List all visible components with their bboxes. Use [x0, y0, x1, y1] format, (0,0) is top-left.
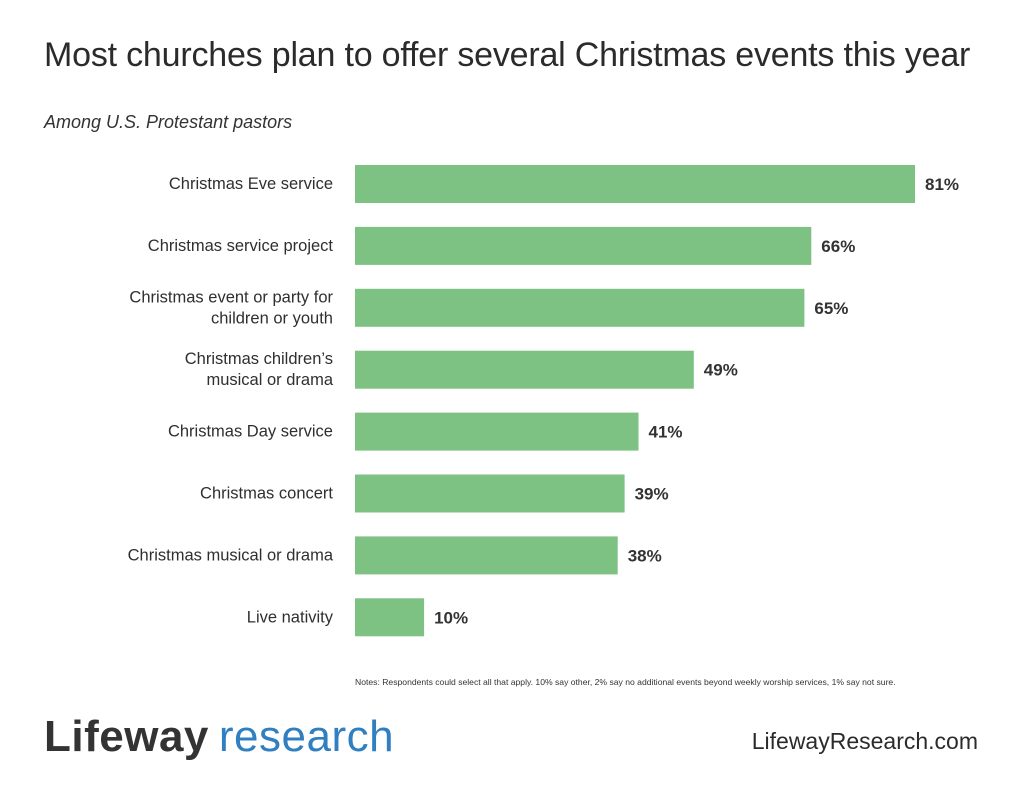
bar: [355, 412, 639, 451]
category-label: Christmas Day service: [168, 423, 333, 441]
bar: [355, 598, 425, 637]
value-label: 49%: [704, 361, 738, 380]
category-label: Christmas event or party for: [129, 288, 333, 306]
category-label: Christmas service project: [148, 237, 334, 255]
value-label: 41%: [649, 423, 683, 442]
value-label: 10%: [434, 608, 468, 627]
website-link[interactable]: LifewayResearch.com: [751, 728, 978, 754]
chart-notes: Notes: Respondents could select all that…: [355, 677, 896, 687]
category-label: musical or drama: [206, 371, 333, 389]
category-label: Christmas musical or drama: [128, 546, 334, 564]
category-label: Live nativity: [247, 608, 334, 626]
category-label: Christmas concert: [200, 485, 333, 503]
bar-chart: 81% Christmas Eve service 66% Christmas ser…: [128, 165, 959, 637]
chart-subtitle: Among U.S. Protestant pastors: [44, 112, 293, 132]
value-label: 81%: [925, 175, 959, 194]
value-label: 66%: [821, 237, 855, 256]
category-label: children or youth: [211, 309, 333, 327]
value-label: 65%: [814, 299, 848, 318]
value-label: 39%: [635, 485, 669, 504]
category-label: Christmas Eve service: [169, 175, 333, 193]
bar: [355, 165, 915, 203]
category-label: Christmas children’s: [185, 350, 333, 368]
chart-title: Most churches plan to offer several Chri…: [44, 36, 971, 74]
value-label: 38%: [628, 546, 662, 565]
bar: [355, 474, 625, 513]
bar: [355, 350, 694, 389]
lifeway-research-logo: Lifeway research: [44, 712, 394, 762]
bar: [355, 226, 812, 265]
bar: [355, 536, 618, 575]
bar: [355, 288, 805, 327]
logo-sub-text: research: [218, 712, 395, 761]
logo-brand-text: Lifeway: [44, 712, 209, 761]
